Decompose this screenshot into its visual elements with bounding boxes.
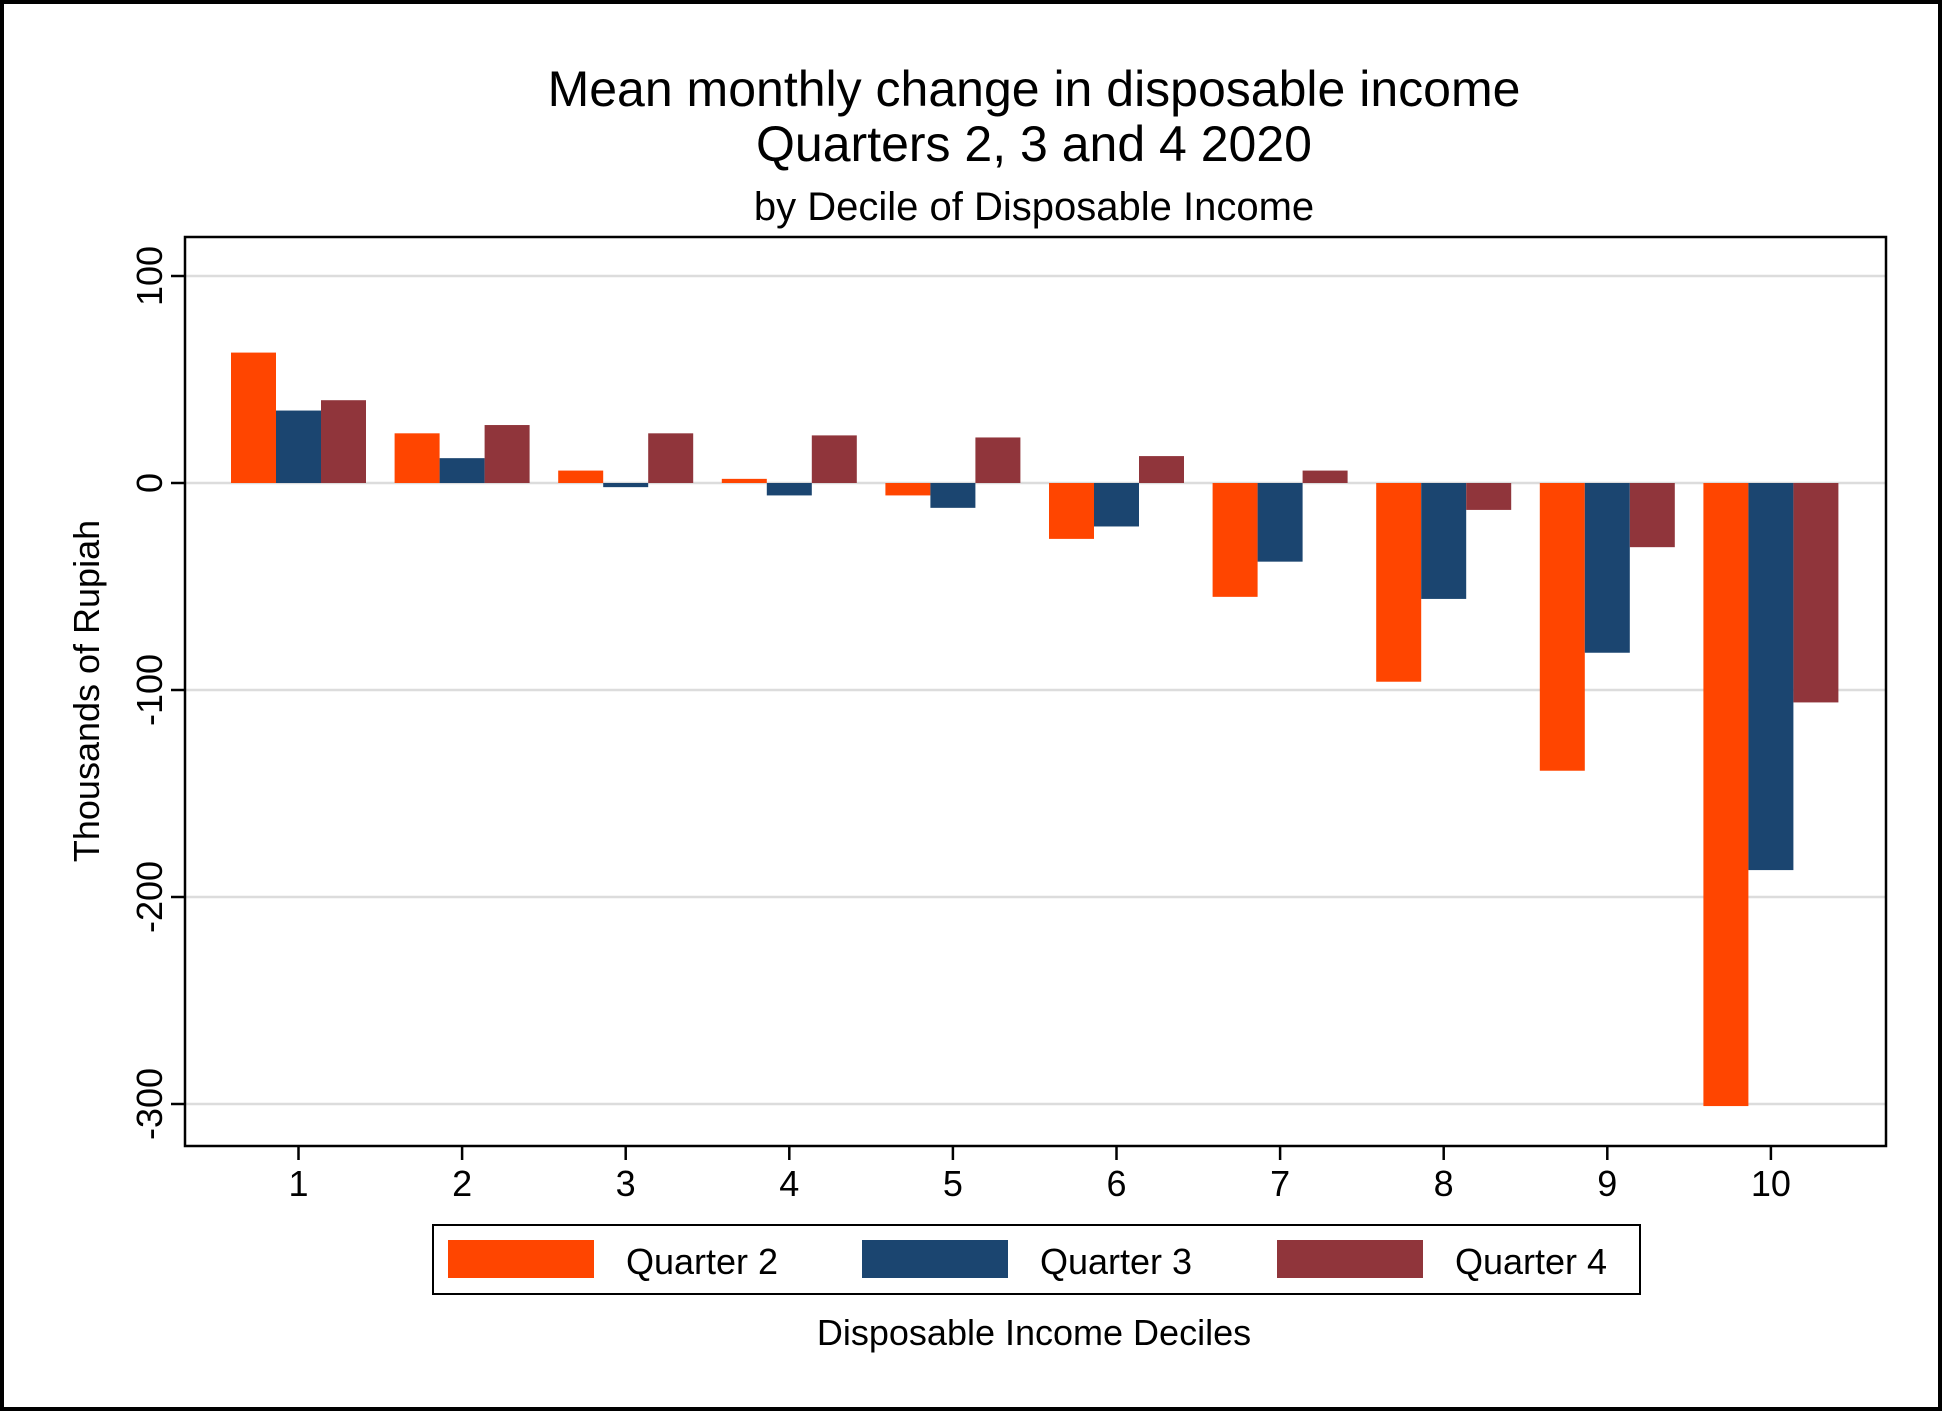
y-tick-label: 0 xyxy=(129,473,170,493)
legend-key-quarter-4 xyxy=(1277,1240,1423,1278)
bar-quarter-4-decile-6 xyxy=(1139,456,1184,483)
bar-quarter-4-decile-5 xyxy=(975,437,1021,483)
bar-quarter-2-decile-7 xyxy=(1212,483,1258,597)
bar-quarter-2-decile-4 xyxy=(721,478,767,483)
bar-quarter-3-decile-8 xyxy=(1421,483,1467,599)
bar-quarter-4-decile-4 xyxy=(811,435,857,483)
bar-quarter-3-decile-3 xyxy=(603,483,649,488)
gridlines xyxy=(185,274,1886,1106)
x-axis-ticks: 1 2 3 4 5 6 7 8 9 10 xyxy=(288,1146,1791,1204)
bar-quarter-4-decile-10 xyxy=(1793,483,1839,703)
legend-label: Quarter 2 xyxy=(626,1241,778,1282)
chart-title-line-2: Quarters 2, 3 and 4 2020 xyxy=(756,116,1312,172)
y-axis-label: Thousands of Rupiah xyxy=(66,520,107,862)
bar-quarter-2-decile-2 xyxy=(394,433,440,483)
plot-area-border xyxy=(183,235,1888,1148)
bar-quarter-4-decile-8 xyxy=(1466,483,1512,510)
x-tick-label: 9 xyxy=(1597,1163,1617,1204)
x-tick-label: 3 xyxy=(616,1163,636,1204)
chart-subtitle: by Decile of Disposable Income xyxy=(754,185,1314,229)
bar-quarter-2-decile-3 xyxy=(558,470,604,483)
y-tick-label: -100 xyxy=(129,654,170,726)
bar-quarter-3-decile-4 xyxy=(766,483,812,496)
bar-quarter-2-decile-8 xyxy=(1376,483,1422,682)
y-tick-label: 100 xyxy=(129,246,170,306)
legend-label: Quarter 4 xyxy=(1455,1241,1607,1282)
y-tick-label: -200 xyxy=(129,861,170,933)
bar-quarter-3-decile-1 xyxy=(276,410,321,483)
chart-title-line-1: Mean monthly change in disposable income xyxy=(548,61,1521,117)
bar-quarter-3-decile-6 xyxy=(1094,483,1139,527)
y-tick-label: -300 xyxy=(129,1068,170,1140)
x-tick-label: 5 xyxy=(943,1163,963,1204)
x-tick-label: 1 xyxy=(288,1163,308,1204)
x-tick-label: 4 xyxy=(779,1163,799,1204)
bar-quarter-4-decile-1 xyxy=(321,400,366,483)
bar-quarter-3-decile-9 xyxy=(1584,483,1630,653)
bar-quarter-4-decile-2 xyxy=(484,425,530,483)
bar-quarter-3-decile-5 xyxy=(930,483,976,508)
legend: Quarter 2 Quarter 3 Quarter 4 xyxy=(432,1224,1641,1295)
bars xyxy=(231,352,1839,1107)
bar-quarter-2-decile-5 xyxy=(885,483,931,496)
x-tick-label: 10 xyxy=(1751,1163,1791,1204)
x-tick-label: 8 xyxy=(1434,1163,1454,1204)
x-tick-label: 7 xyxy=(1270,1163,1290,1204)
bar-quarter-4-decile-3 xyxy=(648,433,694,483)
bar-chart: Mean monthly change in disposable income… xyxy=(66,61,1888,1353)
bar-quarter-2-decile-1 xyxy=(231,352,276,483)
bar-quarter-4-decile-9 xyxy=(1629,483,1675,548)
bar-quarter-3-decile-2 xyxy=(439,458,485,483)
x-axis-label: Disposable Income Deciles xyxy=(817,1312,1251,1353)
x-tick-label: 2 xyxy=(452,1163,472,1204)
bar-quarter-2-decile-6 xyxy=(1049,483,1094,539)
x-tick-label: 6 xyxy=(1106,1163,1126,1204)
legend-key-quarter-2 xyxy=(448,1240,594,1278)
legend-label: Quarter 3 xyxy=(1040,1241,1192,1282)
bar-quarter-4-decile-7 xyxy=(1302,470,1348,483)
bar-quarter-3-decile-10 xyxy=(1748,483,1794,871)
legend-box xyxy=(432,1224,1641,1295)
bar-quarter-2-decile-9 xyxy=(1539,483,1585,771)
bar-quarter-2-decile-10 xyxy=(1703,483,1749,1107)
y-axis-ticks: 100 0 -100 -200 -300 xyxy=(129,246,185,1140)
legend-key-quarter-3 xyxy=(862,1240,1008,1278)
bar-quarter-3-decile-7 xyxy=(1257,483,1303,562)
